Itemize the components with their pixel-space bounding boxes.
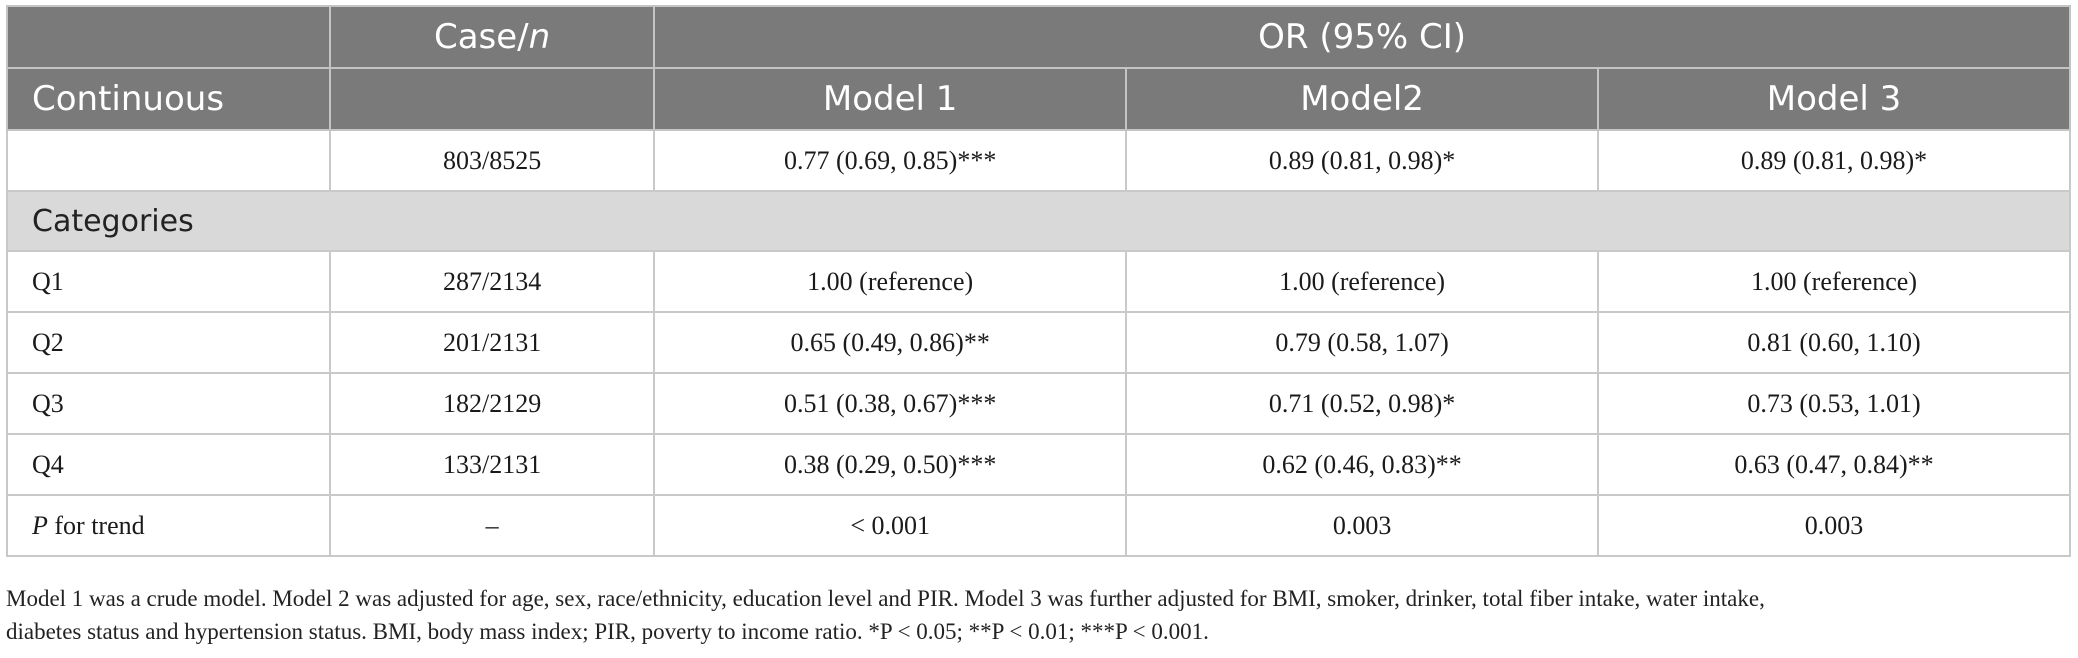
case-cell: 133/2131: [328, 433, 656, 496]
model2-cell: 0.71 (0.52, 0.98)*: [1125, 372, 1600, 435]
model2-cell: 0.89 (0.81, 0.98)*: [1125, 129, 1600, 192]
header-model3: Model 3: [1597, 67, 2071, 131]
table-footnote: Model 1 was a crude model. Model 2 was a…: [6, 582, 2074, 648]
header-row-2: Continuous Model 1 Model2 Model 3: [6, 67, 2071, 131]
model1-cell: 1.00 (reference): [653, 250, 1128, 313]
table-row: Q2 201/2131 0.65 (0.49, 0.86)** 0.79 (0.…: [6, 311, 2071, 374]
section-label: Categories: [6, 190, 2071, 252]
continuous-label-cell: [6, 129, 331, 192]
model1-cell: 0.65 (0.49, 0.86)**: [653, 311, 1128, 374]
model1-cell: 0.51 (0.38, 0.67)***: [653, 372, 1128, 435]
case-label: Case/: [433, 17, 529, 57]
row-label: Q2: [6, 311, 331, 374]
model2-cell: 1.00 (reference): [1125, 250, 1600, 313]
table-row: Q4 133/2131 0.38 (0.29, 0.50)*** 0.62 (0…: [6, 433, 2071, 496]
model3-cell: 0.003: [1597, 494, 2071, 557]
model3-cell: 0.89 (0.81, 0.98)*: [1597, 129, 2071, 192]
case-n-italic: n: [528, 17, 551, 57]
header-continuous: Continuous: [6, 67, 331, 131]
case-cell: 182/2129: [328, 372, 656, 435]
header-or-ci: OR (95% CI): [653, 5, 2071, 69]
p-italic: P: [32, 510, 48, 540]
header-model1: Model 1: [653, 67, 1128, 131]
model1-cell: < 0.001: [653, 494, 1128, 557]
model1-cell: 0.77 (0.69, 0.85)***: [653, 129, 1128, 192]
model2-cell: 0.003: [1125, 494, 1600, 557]
header-empty-case: [328, 67, 656, 131]
model1-cell: 0.38 (0.29, 0.50)***: [653, 433, 1128, 496]
footnote-line-2: diabetes status and hypertension status.…: [6, 619, 1209, 644]
table-row-trend: P for trend – < 0.001 0.003 0.003: [6, 494, 2071, 557]
model3-cell: 0.81 (0.60, 1.10): [1597, 311, 2071, 374]
trend-label-rest: for trend: [47, 510, 145, 540]
model2-cell: 0.79 (0.58, 1.07): [1125, 311, 1600, 374]
table-row: Q3 182/2129 0.51 (0.38, 0.67)*** 0.71 (0…: [6, 372, 2071, 435]
model2-cell: 0.62 (0.46, 0.83)**: [1125, 433, 1600, 496]
model3-cell: 0.73 (0.53, 1.01): [1597, 372, 2071, 435]
case-cell: –: [328, 494, 656, 557]
row-label: Q4: [6, 433, 331, 496]
section-row-categories: Categories: [6, 190, 2071, 252]
header-case-n: Case/n: [328, 5, 656, 69]
footnote-line-1: Model 1 was a crude model. Model 2 was a…: [6, 586, 1765, 611]
case-cell: 287/2134: [328, 250, 656, 313]
table-row-continuous: 803/8525 0.77 (0.69, 0.85)*** 0.89 (0.81…: [6, 129, 2071, 192]
header-row-1: Case/n OR (95% CI): [6, 5, 2071, 69]
results-table: Case/n OR (95% CI) Continuous Model 1 Mo…: [6, 5, 2071, 557]
header-model2: Model2: [1125, 67, 1600, 131]
model3-cell: 1.00 (reference): [1597, 250, 2071, 313]
case-cell: 201/2131: [328, 311, 656, 374]
table-row: Q1 287/2134 1.00 (reference) 1.00 (refer…: [6, 250, 2071, 313]
header-empty-cell: [6, 5, 331, 69]
model3-cell: 0.63 (0.47, 0.84)**: [1597, 433, 2071, 496]
case-cell: 803/8525: [328, 129, 656, 192]
row-label: Q1: [6, 250, 331, 313]
row-label: P for trend: [6, 494, 331, 557]
row-label: Q3: [6, 372, 331, 435]
